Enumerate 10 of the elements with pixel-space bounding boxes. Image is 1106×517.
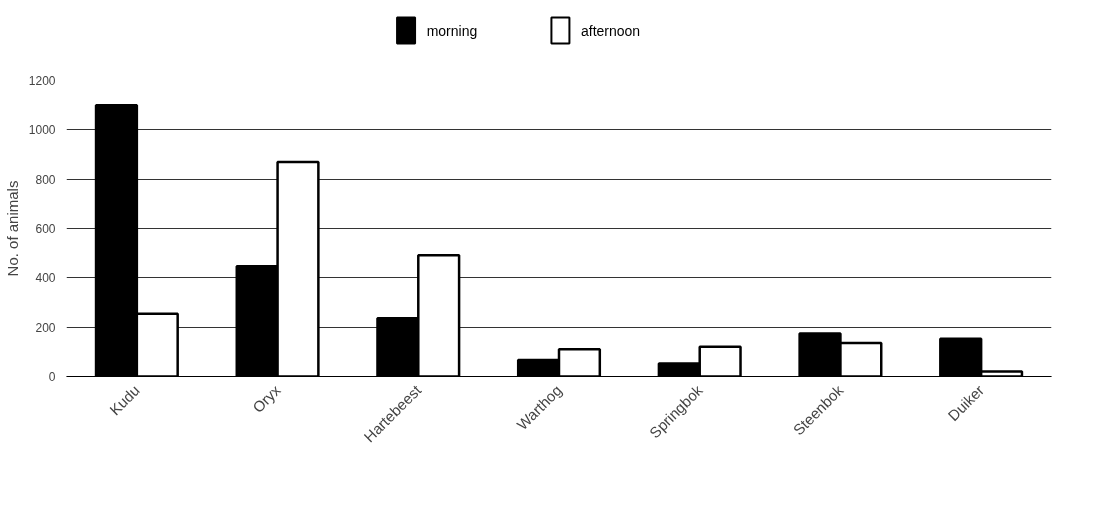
y-tick-label: 1200: [28, 74, 56, 88]
y-tick-label: 400: [35, 271, 56, 286]
legend-label: afternoon: [581, 22, 641, 39]
y-tick-label: 1000: [28, 123, 56, 138]
y-tick-label: 800: [35, 172, 56, 187]
y-axis-title: No. of animals: [3, 180, 21, 277]
y-tick-label: 0: [48, 370, 56, 384]
y-tick-label: 200: [35, 320, 56, 335]
legend-label: morning: [426, 22, 478, 39]
y-tick-label: 600: [35, 222, 56, 236]
